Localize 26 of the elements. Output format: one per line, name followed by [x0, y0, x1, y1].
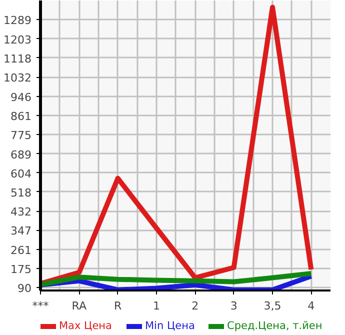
x-tick-label: 2 [192, 300, 199, 312]
legend-label: Min Цена [145, 320, 195, 332]
y-tick-label: 175 [10, 263, 32, 276]
y-tick-label: 861 [10, 110, 32, 123]
y-tick-label: 1289 [4, 14, 32, 28]
y-tick-label: 775 [10, 129, 32, 142]
x-tick-label: RA [72, 300, 88, 312]
x-tick-label: *** [32, 300, 50, 312]
y-tick-label: 1032 [4, 72, 32, 85]
legend-label: Сред.Цена, т.йен [227, 320, 322, 332]
y-tick-label: 518 [10, 186, 32, 200]
y-tick-label: 347 [10, 224, 32, 238]
y-tick-label: 432 [10, 206, 32, 219]
x-tick-label: 3,5 [264, 300, 282, 312]
x-tick-label: R [114, 300, 122, 312]
x-tick-label: 1 [153, 300, 160, 312]
y-tick-label: 689 [10, 148, 32, 162]
y-tick-label: 261 [10, 244, 32, 257]
x-tick-label: 3 [230, 300, 238, 312]
y-tick-label: 604 [10, 167, 32, 180]
y-tick-label: 1203 [4, 33, 32, 46]
y-tick-label: 90 [18, 282, 32, 296]
y-tick-label: 1118 [4, 52, 32, 66]
x-tick-label: 4 [308, 300, 315, 312]
y-tick-label: 946 [10, 90, 32, 104]
legend-label: Max Цена [59, 320, 112, 332]
